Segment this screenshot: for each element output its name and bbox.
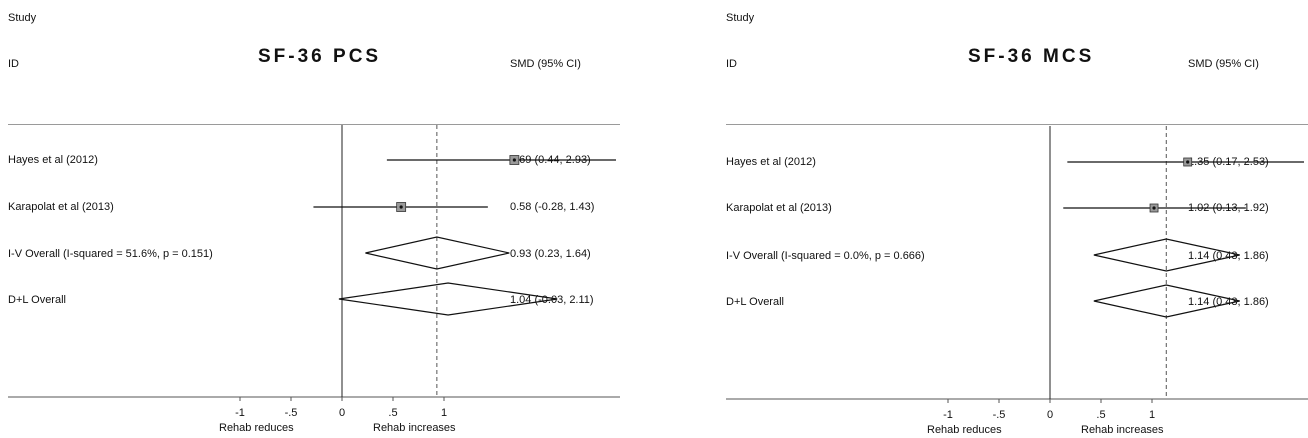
effect-point xyxy=(1186,160,1190,164)
x-tick-label: 0 xyxy=(1047,409,1053,421)
chart-title: SF-36 MCS xyxy=(968,46,1095,67)
pooled-diamond xyxy=(1093,284,1240,318)
effect-point xyxy=(512,158,516,162)
x-tick-label: -1 xyxy=(943,409,953,421)
row-label: D+L Overall xyxy=(8,294,66,306)
x-tick-label: -.5 xyxy=(993,409,1006,421)
x-left-label: Rehab reduces xyxy=(219,422,294,434)
row-label: Hayes et al (2012) xyxy=(726,156,816,168)
forest-plot-mcs: Study ID SF-36 MCS SMD (95% CI) Hayes et… xyxy=(700,0,1308,438)
ci-text: 0.93 (0.23, 1.64) xyxy=(510,248,591,260)
chart-title: SF-36 PCS xyxy=(258,46,382,67)
forest-plot-pcs-svg: -1 -.5 0 .5 1 xyxy=(8,125,620,419)
x-tick-label: 1 xyxy=(441,407,447,419)
header-smd: SMD (95% CI) xyxy=(510,58,581,70)
row-label: D+L Overall xyxy=(726,296,784,308)
effect-point xyxy=(1152,206,1156,210)
x-right-label: Rehab increases xyxy=(373,422,456,434)
row-label: Karapolat et al (2013) xyxy=(8,201,114,213)
header-divider xyxy=(726,124,1308,125)
row-label: I-V Overall (I-squared = 0.0%, p = 0.666… xyxy=(726,250,925,262)
forest-plot-pcs: Study ID SF-36 PCS SMD (95% CI) Hayes et… xyxy=(0,0,620,438)
x-tick-label: -1 xyxy=(235,407,245,419)
x-right-label: Rehab increases xyxy=(1081,424,1164,436)
header-study: Study xyxy=(8,12,37,24)
x-tick-label: -.5 xyxy=(285,407,298,419)
header-divider xyxy=(8,124,620,125)
row-label: Hayes et al (2012) xyxy=(8,154,98,166)
header-study: Study xyxy=(726,12,755,24)
x-tick-label: 1 xyxy=(1149,409,1155,421)
x-tick-label: .5 xyxy=(1096,409,1105,421)
row-label: Karapolat et al (2013) xyxy=(726,202,832,214)
ci-text: 0.58 (-0.28, 1.43) xyxy=(510,201,595,213)
x-left-label: Rehab reduces xyxy=(927,424,1002,436)
pooled-diamond xyxy=(338,282,558,316)
pooled-diamond xyxy=(365,236,510,270)
x-tick-label: .5 xyxy=(388,407,397,419)
ci-text: 1.14 (0.43, 1.86) xyxy=(1188,296,1269,308)
effect-point xyxy=(399,205,403,209)
row-label: I-V Overall (I-squared = 51.6%, p = 0.15… xyxy=(8,248,213,260)
pooled-diamond xyxy=(1093,238,1240,272)
ci-text: 1.14 (0.43, 1.86) xyxy=(1188,250,1269,262)
x-tick-label: 0 xyxy=(339,407,345,419)
header-id: ID xyxy=(726,58,737,70)
header-id: ID xyxy=(8,58,19,70)
header-smd: SMD (95% CI) xyxy=(1188,58,1259,70)
forest-plot-mcs-svg: -1 -.5 0 .5 1 xyxy=(726,126,1308,421)
